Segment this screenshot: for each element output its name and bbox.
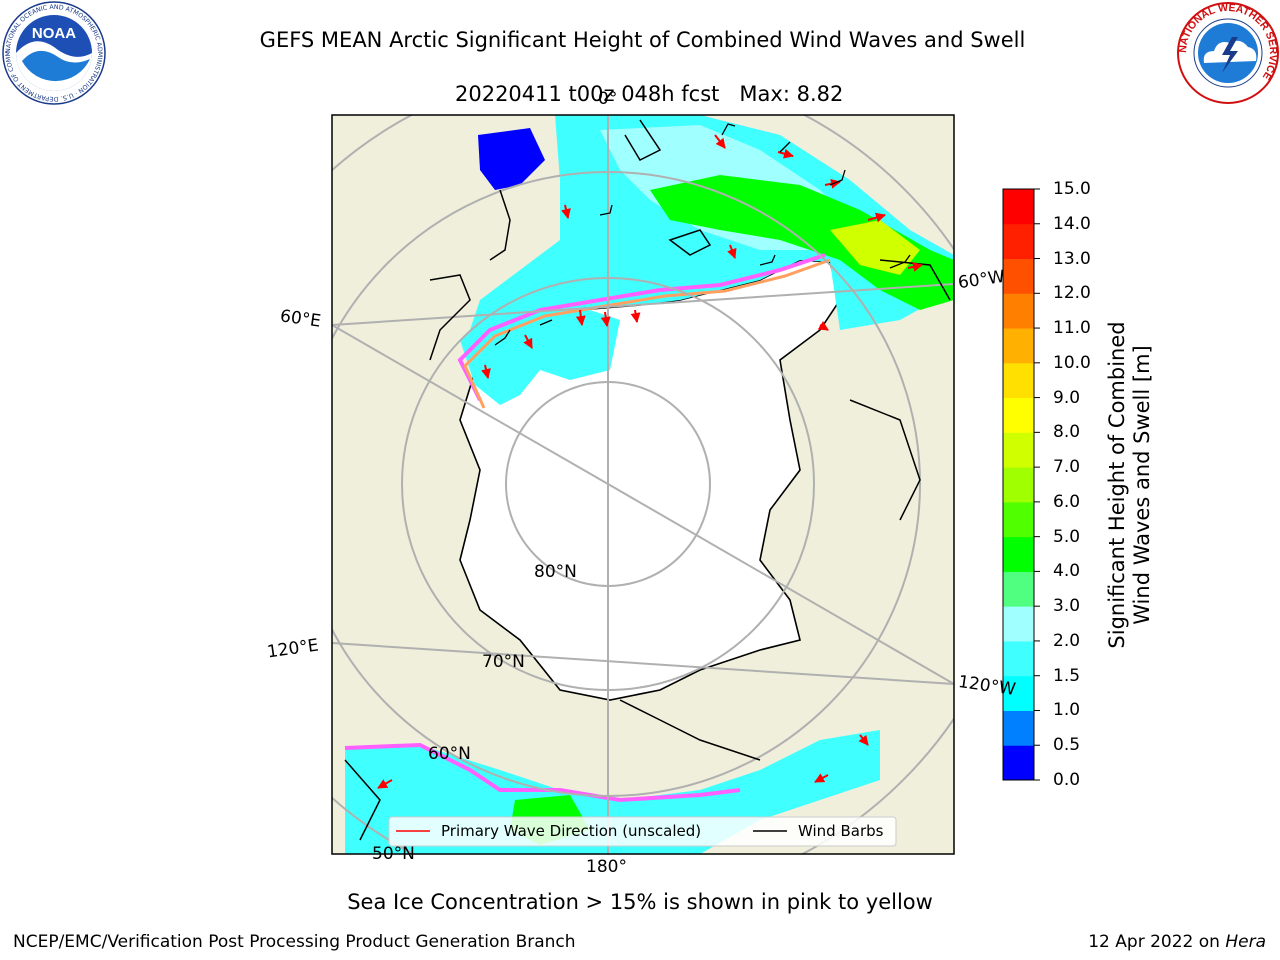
sea-ice-note: Sea Ice Concentration > 15% is shown in … (347, 890, 933, 914)
colorbar-segment (1003, 501, 1034, 538)
footer-right: 12 Apr 2022 on Hera (1088, 932, 1266, 952)
lat-label-60n: 60°N (428, 744, 471, 764)
colorbar-tick-label: 4.0 (1053, 561, 1081, 582)
colorbar-segment (1003, 467, 1034, 503)
max-value: Max: 8.82 (739, 82, 844, 106)
colorbar-segment (1003, 640, 1034, 677)
colorbar-segment (1003, 362, 1034, 399)
footer-host: Hera (1225, 932, 1266, 952)
chart-subtitle: 20220411 t00z 048h fcst Max: 8.82 (0, 54, 1280, 108)
colorbar-tick-label: 15.0 (1053, 179, 1091, 199)
colorbar-segment (1003, 606, 1034, 642)
colorbar-tick-label: 1.5 (1053, 665, 1081, 686)
lon-label-0: 0° (598, 89, 618, 109)
legend-wave-label: Primary Wave Direction (unscaled) (441, 822, 702, 840)
legend-box (388, 816, 897, 847)
colorbar-segment (1003, 745, 1034, 781)
wave-direction-arrows (377, 134, 923, 789)
colorbar-tick-label: 12.0 (1053, 283, 1091, 304)
colorbar-tick-label: 0.0 (1053, 770, 1081, 790)
colorbar-segment (1003, 432, 1034, 468)
colorbar-segment (1003, 223, 1034, 260)
lat-label-70n: 70°N (482, 652, 525, 672)
wind-barbs (494, 123, 911, 346)
colorbar-tick-label: 7.0 (1053, 457, 1081, 478)
colorbar-segment (1003, 571, 1034, 607)
ice-edge-atlantic-orange (463, 258, 831, 409)
colorbar-tick-label: 14.0 (1053, 213, 1091, 234)
legend-barb-label: Wind Barbs (798, 822, 884, 840)
colorbar-tick-label: 1.0 (1053, 700, 1081, 721)
colorbar-tick-label: 3.0 (1053, 596, 1081, 617)
coastlines (344, 119, 951, 841)
colorbar-tick-label: 6.0 (1053, 491, 1081, 512)
colorbar-tick-label: 9.0 (1053, 387, 1081, 408)
colorbar-tick-label: 2.0 (1053, 630, 1081, 651)
lat-label-50n: 50°N (372, 844, 415, 864)
colorbar-tick-label: 8.0 (1053, 422, 1081, 443)
lon-label-180: 180° (586, 857, 627, 877)
nws-logo: NATIONAL WEATHER SERVICE (1177, 2, 1279, 104)
colorbar-segment (1003, 189, 1034, 225)
ice-edge-bering (344, 742, 741, 803)
colorbar-label-line1: Significant Height of Combined (1105, 321, 1129, 649)
baltic-waves (478, 128, 545, 190)
atlantic-waves (470, 115, 954, 355)
colorbar-segment (1003, 710, 1034, 746)
colorbar-tick-label: 13.0 (1053, 248, 1091, 269)
noaa-logo: NOAA NATIONAL OCEANIC AND ATMOSPHERIC AD… (2, 1, 106, 105)
colorbar-tick-label: 0.5 (1053, 735, 1081, 756)
colorbar-segment (1003, 258, 1034, 294)
noaa-text: NOAA (32, 25, 76, 42)
colorbar-tick-label: 5.0 (1053, 526, 1081, 547)
atlantic-waves-green (650, 175, 954, 310)
footer-date: 12 Apr 2022 on (1088, 932, 1226, 952)
colorbar-tick-label: 11.0 (1053, 318, 1091, 339)
colorbar-label-line2: Wind Waves and Swell [m] (1130, 345, 1154, 625)
lat-label-80n: 80°N (534, 562, 577, 582)
colorbar-segment (1003, 293, 1034, 329)
colorbar-segment (1003, 397, 1034, 433)
ice-edge-atlantic (457, 253, 826, 401)
colorbar-frame (1002, 188, 1035, 781)
forecast-time: 20220411 t00z 048h fcst (454, 82, 720, 106)
map-frame (331, 114, 955, 855)
colorbar-segment (1003, 328, 1034, 364)
graticule (332, 115, 954, 854)
colorbar (1002, 188, 1040, 781)
footer-left: NCEP/EMC/Verification Post Processing Pr… (13, 932, 576, 952)
colorbar-segment (1003, 675, 1034, 711)
chart-title: GEFS MEAN Arctic Significant Height of C… (259, 28, 1026, 52)
colorbar-segment (1003, 536, 1034, 572)
colorbar-tick-label: 10.0 (1053, 352, 1091, 373)
